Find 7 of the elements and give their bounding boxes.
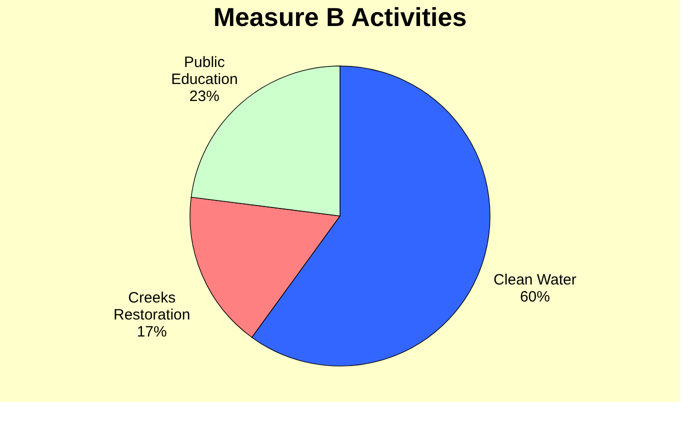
- chart-title: Measure B Activities: [213, 2, 467, 32]
- slice-label: Public Education: [171, 54, 238, 88]
- data-label: 23%: [189, 88, 220, 106]
- data-label: 17%: [136, 323, 167, 340]
- slice-label: Creeks Restoration: [114, 289, 190, 324]
- slice-label: Clean Water: [494, 271, 576, 288]
- data-label: 60%: [520, 288, 550, 306]
